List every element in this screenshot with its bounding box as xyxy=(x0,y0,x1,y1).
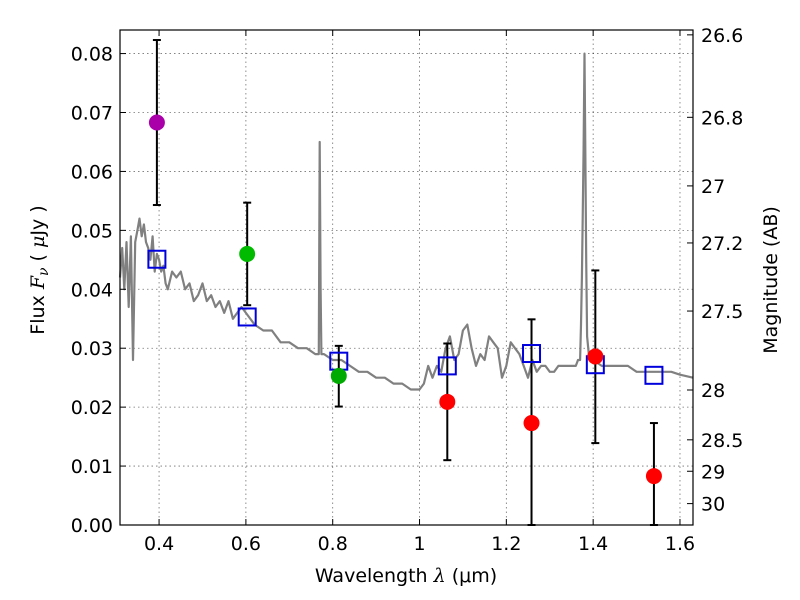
y-tick-label: 0.00 xyxy=(71,515,113,537)
mag-tick-label: 28.5 xyxy=(701,430,743,452)
observed-point xyxy=(239,245,256,262)
model-square xyxy=(644,365,664,385)
observed-point xyxy=(587,348,604,365)
y-tick-label: 0.06 xyxy=(71,161,113,183)
mag-tick-label: 27.5 xyxy=(701,301,743,323)
model-square xyxy=(437,356,457,376)
mag-tick-label: 30 xyxy=(701,494,725,516)
x-tick-label: 1.2 xyxy=(491,533,521,555)
observed-point xyxy=(439,393,456,410)
model-spectrum xyxy=(118,52,694,391)
model-spectrum-line xyxy=(118,52,694,391)
mag-tick-label: 28 xyxy=(701,380,725,402)
observed-points xyxy=(148,114,662,485)
y-tick-label: 0.08 xyxy=(71,44,113,66)
y-tick-label: 0.01 xyxy=(71,456,113,478)
right-y-axis-label: Magnitude (AB) xyxy=(760,206,782,354)
x-tick-label: 0.6 xyxy=(231,533,261,555)
y-axis-label: Flux Fν ( μJy ) xyxy=(27,205,52,334)
x-tick-label: 1.4 xyxy=(578,533,608,555)
model-square xyxy=(522,344,542,364)
x-tick-label: 0.8 xyxy=(318,533,348,555)
y-tick-label: 0.03 xyxy=(71,338,113,360)
observed-point xyxy=(523,415,540,432)
y-tick-label: 0.07 xyxy=(71,103,113,125)
y-tick-label: 0.02 xyxy=(71,397,113,419)
y-tick-label: 0.04 xyxy=(71,279,113,301)
y-axis-right: 26.6 26.8 27 27.2 27.5 28 28.5 29 30 xyxy=(687,25,743,516)
observed-point xyxy=(148,114,165,131)
model-square xyxy=(147,249,167,269)
observed-point xyxy=(330,367,347,384)
y-axis-left: 0.00 0.01 0.02 0.03 0.04 0.05 0.06 0.07 0.08 xyxy=(71,44,126,537)
grid-lines xyxy=(120,30,693,526)
mag-tick-label: 26.6 xyxy=(701,25,743,47)
y-tick-label: 0.05 xyxy=(71,220,113,242)
observed-point xyxy=(645,468,662,485)
x-tick-label: 1 xyxy=(413,533,425,555)
x-tick-label: 0.4 xyxy=(144,533,174,555)
x-axis-label: Wavelength λ (μm) xyxy=(315,565,497,587)
mag-tick-label: 26.8 xyxy=(701,107,743,129)
mag-tick-label: 27 xyxy=(701,176,725,198)
mag-tick-label: 27.2 xyxy=(701,233,743,255)
mag-tick-label: 29 xyxy=(701,461,725,483)
x-tick-label: 1.6 xyxy=(665,533,695,555)
plot-frame xyxy=(119,29,694,526)
model-square xyxy=(237,307,257,327)
x-axis: 0.4 0.6 0.8 1 1.2 1.4 1.6 xyxy=(144,30,695,555)
